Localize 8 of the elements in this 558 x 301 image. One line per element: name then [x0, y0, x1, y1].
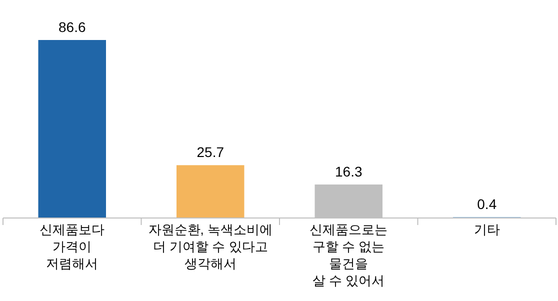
data-label: 86.6	[58, 19, 86, 35]
data-label: 0.4	[477, 196, 497, 212]
data-label: 16.3	[335, 163, 362, 180]
x-tick-label: 기타	[474, 222, 500, 237]
x-tick-label: 신제품으로는 구할 수 없는 물건을 살 수 있어서	[310, 222, 388, 288]
x-tick-label: 자원순환, 녹색소비에 더 기여할 수 있다고 생각해서	[148, 222, 272, 271]
x-tick-label: 신제품보다 가격이 저렴해서	[40, 222, 105, 271]
data-label: 25.7	[196, 144, 224, 160]
